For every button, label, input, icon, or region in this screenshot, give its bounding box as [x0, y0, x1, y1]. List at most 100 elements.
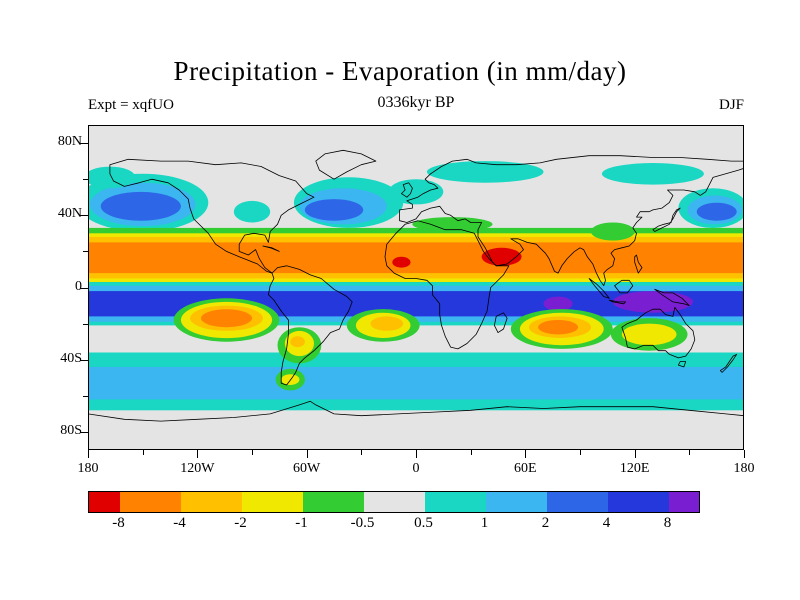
world-map-plot: [88, 125, 744, 450]
colorbar-segment-gray: [363, 492, 425, 512]
coastline-africa: [384, 220, 510, 350]
lon-tick-label: 60W: [293, 461, 321, 476]
colorbar-segment-skyblue: [485, 492, 547, 512]
coastline-java: [608, 299, 626, 305]
lon-tick-label: 120E: [619, 461, 650, 476]
coastline-borneo: [614, 279, 634, 294]
colorbar-segment-yellow: [241, 492, 303, 512]
contour-natlantic-storm-core: [304, 199, 364, 221]
coastline-new-zealand: [719, 353, 738, 373]
contour-antarctic-interior: [88, 415, 744, 450]
coastline-north-america: [109, 158, 315, 274]
colorbar: [88, 491, 700, 513]
lat-tick: [80, 287, 88, 289]
experiment-label: Expt = xqfUO: [88, 97, 174, 113]
coastline-eurasia: [399, 155, 744, 287]
coastline-antarctica: [88, 400, 744, 422]
lon-tick: [744, 450, 745, 458]
contour-europe-wet: [388, 179, 444, 205]
lat-tick-label: 40S: [60, 350, 82, 366]
colorbar-segment-green: [302, 492, 364, 512]
contour-npacific-storm-core: [100, 191, 181, 221]
lat-minor-tick: [83, 323, 88, 325]
contour-sahel-dry-max: [392, 256, 411, 268]
lon-tick: [197, 450, 199, 458]
coastline-british-isles: [401, 182, 413, 198]
colorbar-segment-deepblue: [607, 492, 669, 512]
lat-minor-tick: [83, 179, 88, 181]
lat-tick: [80, 431, 88, 433]
lon-tick: [416, 450, 417, 458]
lon-tick-label: 0: [412, 461, 420, 476]
contour-australia-dry-yellow: [621, 323, 677, 346]
colorbar-boundary-label: -2: [234, 515, 247, 531]
lat-tick-label: 40N: [57, 206, 82, 222]
contour-wpacific-storm-core: [696, 202, 737, 221]
coastline-madagascar: [494, 312, 508, 333]
colorbar-boundary-label: -8: [112, 515, 125, 531]
lat-minor-tick: [83, 251, 88, 253]
lon-tick-label: 120W: [180, 461, 215, 476]
lon-minor-tick: [142, 450, 144, 455]
colorbar-boundary-label: -1: [295, 515, 308, 531]
lon-tick: [634, 450, 636, 458]
colorbar-boundary-label: 2: [541, 515, 550, 531]
coastline-japan: [652, 207, 681, 232]
coastline-cuba: [262, 245, 280, 252]
map-frame: [88, 125, 744, 450]
lat-tick: [80, 143, 88, 145]
contour-sepacific-dry-core: [201, 309, 252, 328]
colorbar-segment-turquoise: [424, 492, 486, 512]
contour-argentina-dry-core: [290, 336, 305, 348]
colorbar-boundary-label: -4: [173, 515, 186, 531]
contour-maritime-wet-max: [612, 291, 694, 313]
contour-satlantic-dry-core: [370, 316, 404, 331]
contour-nrussia-wet: [426, 161, 544, 183]
chart-subtitle: 0336kyr BP: [377, 94, 455, 111]
lat-tick-label: 0: [75, 278, 82, 294]
lon-minor-tick: [252, 450, 253, 455]
contour-siberia-wet: [601, 163, 704, 185]
colorbar-boundary-label: 1: [480, 515, 489, 531]
coastline-new-guinea: [654, 288, 690, 306]
coastline-south-america: [268, 265, 353, 386]
colorbar-labels: -8 -4 -2 -1 -0.5 0.5 1 2 4 8: [88, 515, 698, 535]
colorbar-segment-orange: [119, 492, 181, 512]
coastline-australia: [621, 307, 696, 359]
coastline-sumatra: [588, 278, 610, 299]
lat-tick-label: 80N: [57, 134, 82, 150]
coastline-greenland: [315, 149, 377, 180]
contour-sindian-dry-core: [538, 320, 579, 335]
contour-mediterranean-green: [412, 217, 493, 232]
lat-minor-tick: [83, 395, 88, 397]
colorbar-boundary-label: -0.5: [350, 515, 375, 531]
colorbar-boundary-label: 8: [663, 515, 672, 531]
season-label: DJF: [718, 97, 744, 113]
lon-tick-label: 60E: [514, 461, 537, 476]
lon-minor-tick: [470, 450, 472, 455]
lon-minor-tick: [580, 450, 581, 455]
colorbar-segment-purple: [668, 492, 699, 512]
lon-tick: [525, 450, 527, 458]
contour-china-green: [590, 222, 635, 241]
colorbar-segment-blue: [546, 492, 608, 512]
lat-tick: [80, 215, 88, 217]
contour-nh-dry-orange: [88, 242, 744, 274]
contour-namerica-interior-wet: [233, 200, 271, 223]
contour-indian-wet-max: [543, 296, 573, 311]
coastline-tasmania: [678, 361, 687, 368]
lon-tick: [88, 450, 89, 458]
lon-minor-tick: [689, 450, 691, 455]
colorbar-segment-amber: [180, 492, 242, 512]
colorbar-boundary-label: 4: [602, 515, 611, 531]
lon-minor-tick: [361, 450, 363, 455]
lon-tick-label: 180: [733, 461, 755, 476]
chart-title: Precipitation - Evaporation (in mm/day): [173, 56, 627, 86]
lon-tick: [306, 450, 308, 458]
lat-tick: [80, 359, 88, 361]
lon-tick-label: 180: [77, 461, 99, 476]
contour-southern-storm-mid: [88, 366, 744, 400]
coastline-philippines: [634, 254, 643, 274]
colorbar-segment-red: [89, 492, 120, 512]
